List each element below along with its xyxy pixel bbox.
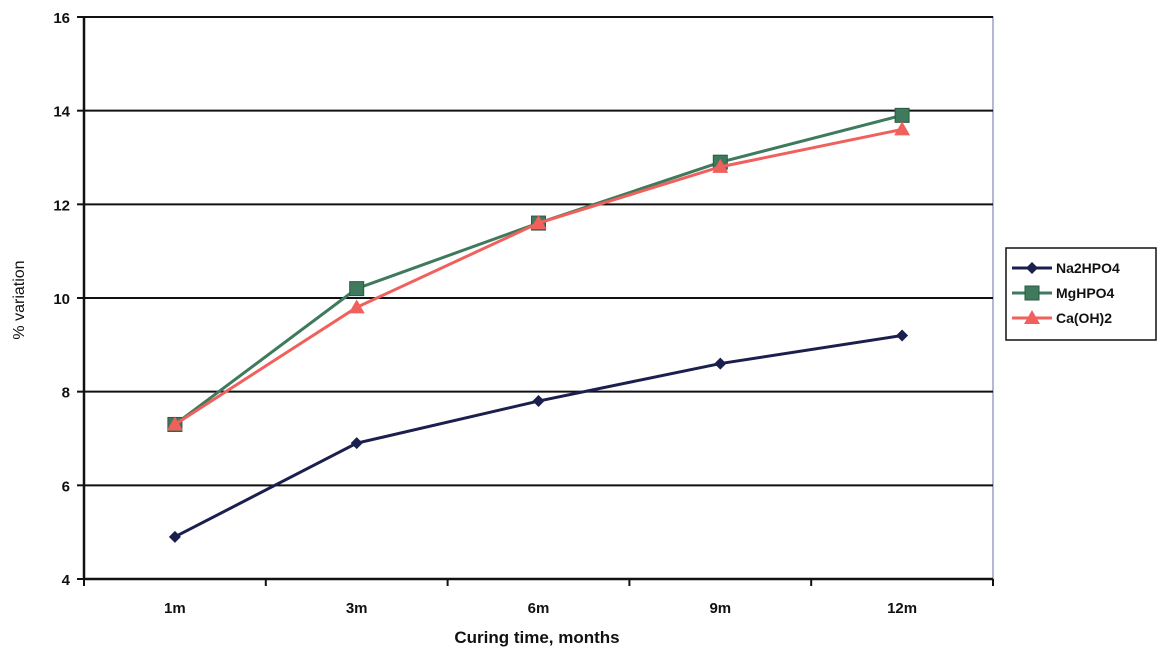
- y-tick-label: 6: [62, 478, 70, 495]
- legend-item-ca-oh-2: Ca(OH)2: [1012, 310, 1112, 326]
- series-layer: [166, 107, 911, 543]
- x-tick-label: 1m: [164, 600, 186, 617]
- series-na2hpo4: [168, 329, 909, 543]
- data-point-ca-oh-2: [894, 121, 911, 136]
- data-point-ca-oh-2: [712, 158, 729, 173]
- legend-label: Na2HPO4: [1056, 260, 1120, 276]
- data-point-mghpo4: [349, 281, 365, 297]
- x-axis-ticks: 1m 3m 6m 9m 12m: [83, 579, 994, 617]
- data-point-na2hpo4: [532, 395, 545, 408]
- y-tick-label: 12: [53, 197, 70, 214]
- data-point-ca-oh-2: [348, 299, 365, 314]
- y-tick-label: 14: [53, 104, 70, 121]
- data-point-ca-oh-2: [530, 215, 547, 230]
- y-axis-title: % variation: [11, 260, 28, 339]
- legend-swatch-marker: [1026, 262, 1038, 274]
- legend-label: Ca(OH)2: [1056, 310, 1112, 326]
- y-tick-label: 8: [62, 385, 70, 402]
- data-point-na2hpo4: [896, 329, 909, 342]
- x-tick-label: 9m: [709, 600, 731, 617]
- legend-item-mghpo4: MgHPO4: [1012, 285, 1115, 301]
- y-tick-label: 16: [53, 10, 70, 27]
- y-tick-label: 4: [62, 572, 71, 589]
- legend-swatch-marker: [1024, 310, 1040, 324]
- data-point-ca-oh-2: [166, 416, 183, 431]
- y-tick-label: 10: [53, 291, 70, 308]
- x-tick-label: 6m: [528, 600, 550, 617]
- series-ca-oh-2: [166, 121, 911, 431]
- legend-label: MgHPO4: [1056, 285, 1115, 301]
- data-point-na2hpo4: [168, 530, 181, 543]
- data-point-mghpo4: [894, 107, 910, 123]
- y-axis-ticks: 4 6 8 10 12 14 16: [53, 10, 84, 589]
- data-point-na2hpo4: [350, 437, 363, 450]
- gridlines: [84, 16, 993, 487]
- data-point-na2hpo4: [714, 357, 727, 370]
- x-axis-title: Curing time, months: [454, 628, 619, 647]
- x-tick-label: 12m: [887, 600, 917, 617]
- x-tick-label: 3m: [346, 600, 368, 617]
- legend-swatch-marker: [1024, 285, 1040, 301]
- legend: Na2HPO4 MgHPO4 Ca(OH)2: [1005, 247, 1157, 341]
- legend-item-na2hpo4: Na2HPO4: [1012, 260, 1120, 276]
